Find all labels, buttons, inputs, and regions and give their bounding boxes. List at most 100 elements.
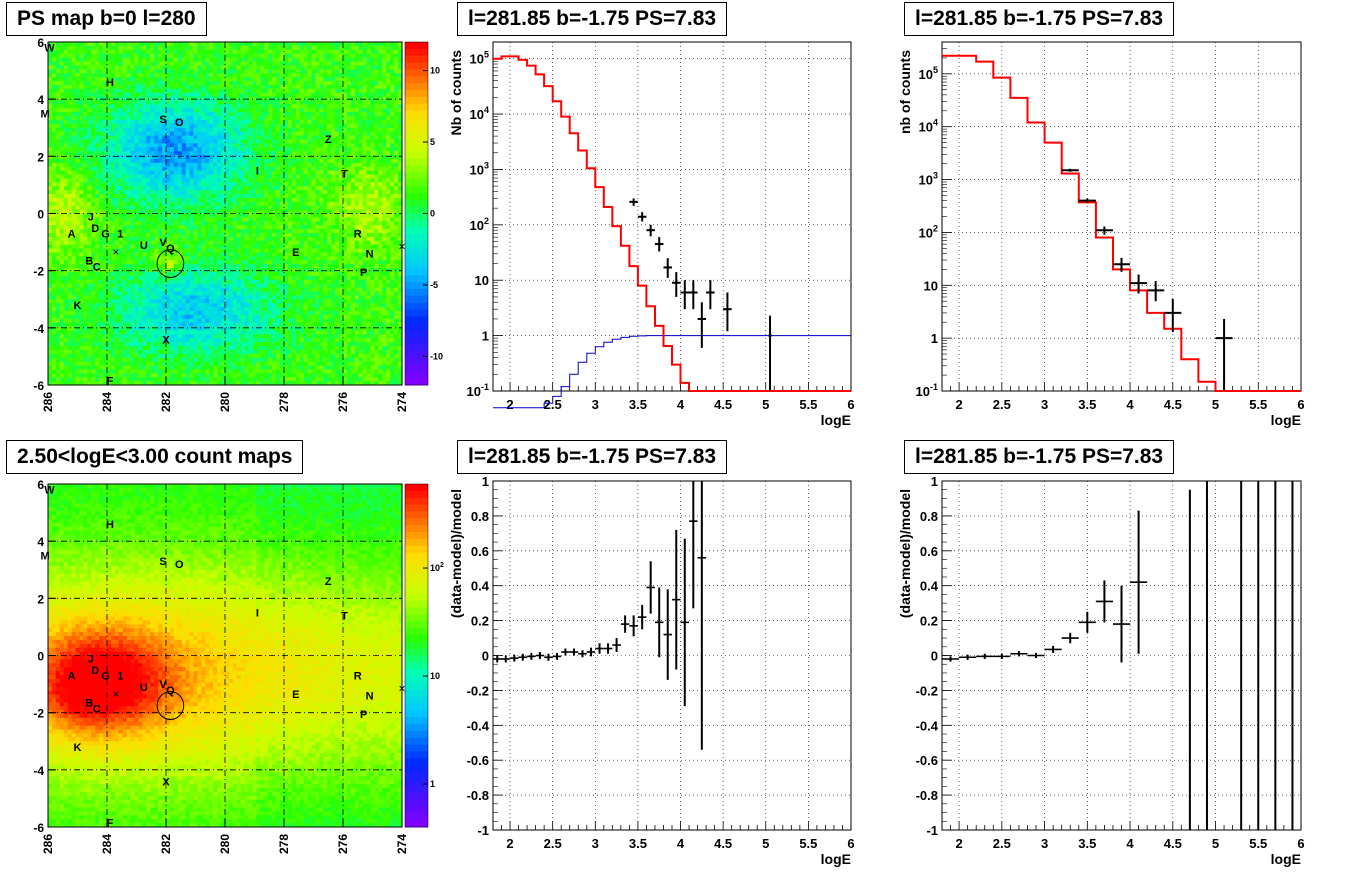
heatmap-cell <box>79 260 84 265</box>
heatmap-cell <box>189 69 194 74</box>
heatmap-cell <box>59 194 65 199</box>
heatmap-cell <box>154 123 159 129</box>
heatmap-cell <box>150 264 155 269</box>
heatmap-cell <box>79 314 84 320</box>
heatmap-cell <box>142 80 147 86</box>
heatmap-cell <box>79 170 84 175</box>
heatmap-cell <box>232 174 238 179</box>
heatmap-cell <box>236 252 242 257</box>
heatmap-cell <box>193 240 198 246</box>
heatmap-cell <box>248 338 253 343</box>
heatmap-cell <box>232 77 238 82</box>
heatmap-cell <box>240 365 246 370</box>
heatmap-cell <box>181 162 187 168</box>
heatmap-cell <box>114 73 120 78</box>
heatmap-cell <box>173 322 179 327</box>
heatmap-cell <box>228 342 234 347</box>
heatmap-cell <box>142 49 147 55</box>
heatmap-cell <box>91 147 96 152</box>
heatmap-cell <box>225 279 230 285</box>
heatmap-cell <box>130 377 135 382</box>
heatmap-cell <box>83 205 88 210</box>
heatmap-cell <box>48 116 53 121</box>
heatmap-cell <box>138 307 143 312</box>
heatmap-cell <box>95 155 100 160</box>
heatmap-cell <box>217 314 222 320</box>
heatmap-cell <box>256 287 261 292</box>
heatmap-cell <box>114 271 120 277</box>
heatmap-cell <box>209 53 214 58</box>
heatmap-cell <box>217 123 222 129</box>
heatmap-cell <box>107 53 112 58</box>
heatmap-cell <box>256 92 261 97</box>
heatmap-cell <box>221 194 226 199</box>
heatmap-cell <box>114 377 120 382</box>
heatmap-cell <box>114 334 120 339</box>
heatmap-cell <box>138 275 143 281</box>
heatmap-cell <box>126 275 131 281</box>
heatmap-cell <box>150 318 155 324</box>
heatmap-cell <box>138 236 143 242</box>
heatmap-cell <box>55 264 61 269</box>
heatmap-cell <box>225 65 230 70</box>
heatmap-cell <box>103 271 108 277</box>
heatmap-cell <box>240 256 246 261</box>
heatmap-cell <box>158 158 163 164</box>
heatmap-cell <box>51 357 57 363</box>
heatmap-cell <box>79 240 84 246</box>
heatmap-cell <box>59 158 65 164</box>
heatmap-cell <box>181 151 187 156</box>
heatmap-cell <box>126 381 131 386</box>
heatmap-cell <box>228 151 234 156</box>
heatmap-cell <box>95 244 100 249</box>
heatmap-cell <box>95 166 100 172</box>
heatmap-cell <box>79 303 84 308</box>
heatmap-cell <box>59 291 65 296</box>
heatmap-cell <box>260 127 265 133</box>
heatmap-cell <box>177 377 183 382</box>
heatmap-cell <box>240 213 246 218</box>
heatmap-cell <box>110 256 116 261</box>
heatmap-cell <box>236 326 242 331</box>
heatmap-cell <box>83 232 88 238</box>
heatmap-cell <box>209 229 214 234</box>
heatmap-cell <box>107 264 112 269</box>
heatmap-cell <box>264 377 269 382</box>
heatmap-cell <box>114 349 120 355</box>
heatmap-cell <box>217 92 222 97</box>
heatmap-cell <box>169 42 175 47</box>
heatmap-cell <box>173 334 179 339</box>
heatmap-cell <box>205 291 210 296</box>
heatmap-cell <box>236 373 242 378</box>
heatmap-cell <box>122 170 128 175</box>
heatmap-cell <box>221 221 226 226</box>
heatmap-cell <box>130 217 135 222</box>
heatmap-cell <box>197 291 202 296</box>
heatmap-cell <box>201 365 206 370</box>
heatmap-cell <box>248 73 253 78</box>
heatmap-cell <box>193 357 198 363</box>
heatmap-cell <box>99 174 104 179</box>
heatmap-cell <box>217 53 222 58</box>
heatmap-cell <box>146 271 151 277</box>
heatmap-cell <box>83 190 88 195</box>
heatmap-cell <box>118 221 124 226</box>
heatmap-cell <box>67 338 72 343</box>
heatmap-cell <box>244 88 249 94</box>
heatmap-cell <box>181 104 187 109</box>
heatmap-cell <box>114 116 120 121</box>
heatmap-cell <box>87 330 92 335</box>
heatmap-cell <box>146 116 151 121</box>
heatmap-cell <box>48 221 53 226</box>
heatmap-cell <box>154 264 159 269</box>
heatmap-cell <box>48 182 53 187</box>
heatmap-cell <box>138 310 143 316</box>
heatmap-cell <box>189 88 194 94</box>
heatmap-cell <box>228 326 234 331</box>
heatmap-cell <box>87 190 92 195</box>
heatmap-cell <box>225 342 230 347</box>
heatmap-cell <box>225 322 230 327</box>
heatmap-cell <box>213 295 218 300</box>
heatmap-cell <box>146 275 151 281</box>
heatmap-cell <box>63 92 69 97</box>
